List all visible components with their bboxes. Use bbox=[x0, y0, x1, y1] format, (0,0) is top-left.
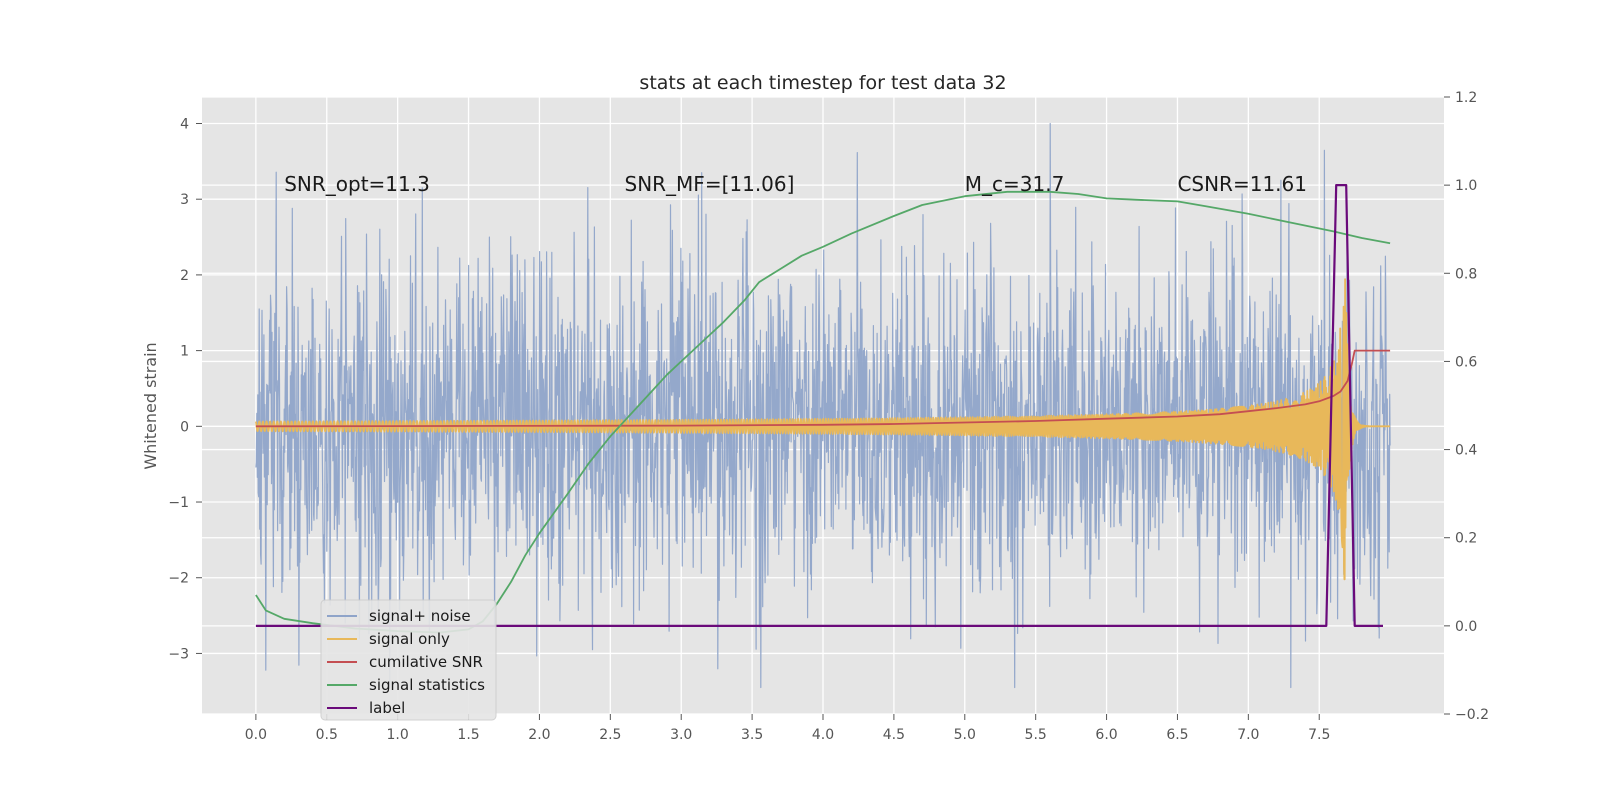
y2-tick-label: −0.2 bbox=[1455, 707, 1489, 723]
x-tick-label: 7.5 bbox=[1308, 727, 1330, 743]
x-tick-label: 3.0 bbox=[670, 727, 692, 743]
x-tick-label: 4.5 bbox=[883, 727, 905, 743]
x-tick-label: 5.5 bbox=[1025, 727, 1047, 743]
y2-tick-label: 0.2 bbox=[1455, 531, 1477, 547]
x-tick-label: 6.0 bbox=[1095, 727, 1117, 743]
x-tick-label: 5.0 bbox=[954, 727, 976, 743]
x-tick-label: 2.0 bbox=[528, 727, 550, 743]
y-axis-label: Whitened strain bbox=[141, 342, 160, 469]
legend-label: signal statistics bbox=[369, 676, 485, 694]
x-tick-label: 1.0 bbox=[387, 727, 409, 743]
series-line-signal-noise bbox=[255, 122, 1391, 689]
y2-tick-label: 0.6 bbox=[1455, 354, 1477, 370]
x-tick-label: 0.5 bbox=[316, 727, 338, 743]
x-tick-label: 7.0 bbox=[1237, 727, 1259, 743]
series-line-cumilative-snr bbox=[255, 349, 1391, 428]
y2-tick-label: 0.0 bbox=[1455, 619, 1477, 635]
chart-title: stats at each timestep for test data 32 bbox=[639, 72, 1006, 94]
y-tick-label: −1 bbox=[168, 495, 189, 511]
x-tick-label: 6.5 bbox=[1166, 727, 1188, 743]
legend: signal+ noise signal only cumilative SNR si… bbox=[320, 599, 497, 721]
legend-label: signal+ noise bbox=[369, 607, 471, 625]
ticks: 0.0 0.5 1.0 1.5 2.0 2.5 3.0 3.5 4.0 4.5 5.0 5.5 6.0 6… bbox=[168, 90, 1489, 743]
y-tick-label: 0 bbox=[180, 419, 189, 435]
annotations: SNR_opt=11.3 SNR_MF=[11.06] M_c=31.7 CSNR=1… bbox=[284, 172, 1307, 196]
annotation-text: CSNR=11.61 bbox=[1177, 172, 1307, 196]
legend-label: signal only bbox=[369, 630, 450, 648]
x-tick-label: 0.0 bbox=[245, 727, 267, 743]
annotation-text: M_c=31.7 bbox=[965, 172, 1065, 196]
annotation-text: SNR_MF=[11.06] bbox=[625, 172, 795, 196]
y2-tick-label: 1.0 bbox=[1455, 178, 1477, 194]
annotation-text: SNR_opt=11.3 bbox=[284, 172, 430, 196]
y-tick-label: 1 bbox=[180, 344, 189, 360]
y2-tick-label: 1.2 bbox=[1455, 90, 1477, 106]
y-tick-label: 4 bbox=[180, 116, 189, 132]
y-tick-label: −2 bbox=[168, 571, 189, 587]
y2-tick-label: 0.8 bbox=[1455, 266, 1477, 282]
x-tick-label: 2.5 bbox=[599, 727, 621, 743]
legend-label: cumilative SNR bbox=[369, 653, 483, 671]
legend-label: label bbox=[369, 699, 405, 717]
x-tick-label: 3.5 bbox=[741, 727, 763, 743]
x-tick-label: 1.5 bbox=[457, 727, 479, 743]
legend-box bbox=[320, 599, 497, 721]
series-line-signal-only bbox=[255, 278, 1391, 581]
y2-tick-label: 0.4 bbox=[1455, 443, 1477, 459]
y-tick-label: 2 bbox=[180, 268, 189, 284]
y-tick-label: 3 bbox=[180, 192, 189, 208]
series-line-label bbox=[255, 184, 1383, 627]
x-tick-label: 4.0 bbox=[812, 727, 834, 743]
y-tick-label: −3 bbox=[168, 646, 189, 662]
